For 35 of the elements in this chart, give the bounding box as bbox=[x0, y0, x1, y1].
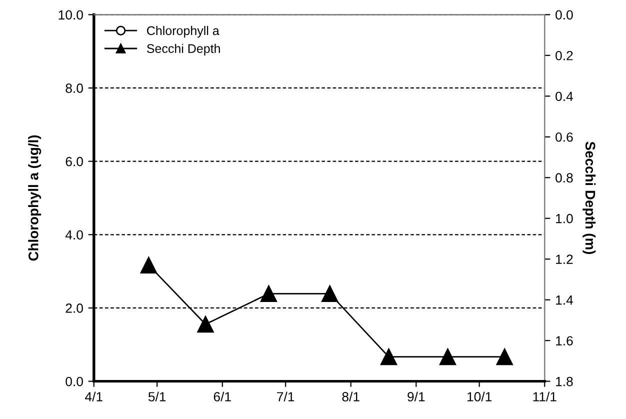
y2-tick-label: 0.6 bbox=[556, 132, 573, 142]
point bbox=[380, 348, 398, 366]
x-tick-label: 8/1 bbox=[342, 392, 360, 402]
x-tick-label: 4/1 bbox=[85, 392, 102, 402]
legend-label: Secchi Depth bbox=[146, 44, 220, 56]
x-tick-label: 11/1 bbox=[533, 392, 556, 402]
y-tick-label: 10.0 bbox=[58, 10, 83, 20]
point bbox=[260, 285, 278, 302]
x-tick-label: 7/1 bbox=[277, 392, 294, 402]
y2-tick-label: 1.6 bbox=[556, 336, 573, 346]
y2-tick-label: 1.8 bbox=[556, 376, 573, 386]
point bbox=[321, 285, 338, 302]
y-tick-label: 0.0 bbox=[66, 376, 83, 386]
x-tick-label: 9/1 bbox=[408, 392, 425, 402]
x-tick-label: 6/1 bbox=[214, 392, 231, 402]
y2-tick-label: 1.0 bbox=[556, 214, 573, 224]
point bbox=[439, 348, 456, 366]
y-axis-title: Chlorophyll a (ug/l) bbox=[28, 135, 42, 261]
point bbox=[197, 316, 214, 333]
y2-tick-label: 0.2 bbox=[556, 50, 573, 60]
y2-tick-label: 0.8 bbox=[556, 173, 573, 183]
y-tick-label: 4.0 bbox=[65, 230, 83, 240]
y2-tick-label: 0.0 bbox=[556, 10, 573, 20]
x-tick-label: 5/1 bbox=[148, 392, 166, 402]
point bbox=[496, 348, 513, 366]
y2-tick-label: 1.2 bbox=[556, 254, 573, 264]
y2-axis-title: Secchi Depth (m) bbox=[582, 142, 596, 254]
point bbox=[140, 256, 157, 274]
y-tick-label: 2.0 bbox=[66, 304, 83, 313]
y-tick-label: 6.0 bbox=[66, 156, 83, 166]
legend-label: Chlorophyll a bbox=[147, 26, 220, 38]
y-tick-label: 8.0 bbox=[66, 84, 83, 93]
y2-tick-label: 1.4 bbox=[556, 296, 573, 305]
x-tick-label: 10/1 bbox=[467, 392, 492, 402]
y2-tick-label: 0.4 bbox=[556, 92, 573, 102]
